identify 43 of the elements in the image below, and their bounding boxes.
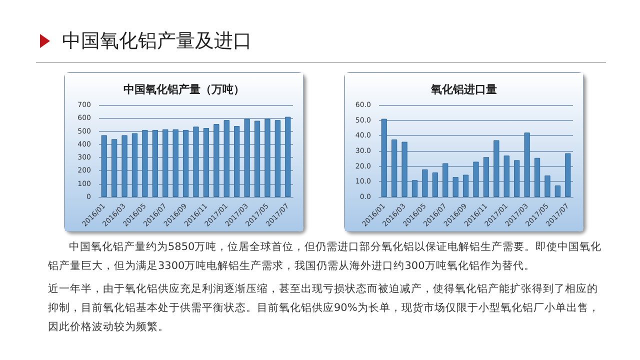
bar [264, 118, 270, 197]
bar [565, 153, 571, 197]
bar [162, 129, 168, 197]
bar [132, 133, 138, 197]
bar [402, 142, 408, 197]
bar [534, 158, 540, 197]
bar [152, 130, 158, 197]
bar [234, 126, 240, 197]
bar [214, 124, 220, 197]
bar [422, 169, 428, 197]
bar [193, 126, 199, 197]
bar [412, 180, 418, 197]
bar [274, 120, 280, 197]
bar [392, 140, 398, 197]
bar [381, 118, 387, 197]
bar [524, 132, 530, 197]
bar [254, 120, 260, 197]
bar [442, 163, 448, 197]
bar [285, 116, 291, 197]
chart-title: 氧化铝进口量 [430, 83, 497, 96]
bar [483, 157, 490, 197]
bar [112, 139, 118, 197]
bar [244, 118, 250, 197]
text: 中国氧化铝产量约为5850万吨，位居全球首位，但仍需进口部分氧化铝以保证电解铝生产需要。即使中国氧化铝产量巨大，但为满足3300万吨电解铝生产需求，我国仍需从海外进口约300万吨氧化铝作为替代。 [48, 240, 603, 274]
bar [203, 128, 210, 197]
text: 近一年半，由于氧化铝供应充足利润逐渐压缩，甚至出现亏损状态而被迫减产，使得氧化铝产能扩张得到了相应的抑制，目前氧化铝基本处于供需平衡状态。目前氧化铝供应90%为长单，现货市场仅限于小型氧化铝厂小单出售，因此价格波动较为频繁。 [48, 282, 600, 335]
bar [432, 172, 438, 197]
bar [452, 177, 458, 197]
bar [514, 160, 520, 197]
bar [182, 130, 189, 197]
bar [554, 186, 560, 197]
bar [462, 174, 469, 197]
chart-title: 中国氧化铝产量（万吨） [124, 83, 244, 96]
bar [224, 120, 230, 197]
bar [473, 162, 479, 197]
bar [122, 135, 128, 197]
bar [172, 129, 178, 197]
bar [494, 140, 500, 197]
bar [544, 176, 550, 197]
bar [101, 135, 107, 197]
bar [504, 156, 510, 197]
bar [142, 130, 148, 197]
text: 中国氧化铝产量及进口 [62, 29, 252, 54]
